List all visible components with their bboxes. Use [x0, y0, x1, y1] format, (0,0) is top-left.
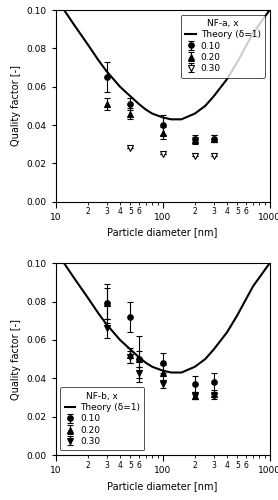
Theory (δ=1) — [96, 310, 100, 316]
Theory (δ=1) — [96, 57, 100, 63]
Theory (δ=1) — [118, 337, 122, 343]
X-axis label: Particle diameter [nm]: Particle diameter [nm] — [107, 480, 218, 490]
Theory (δ=1) — [169, 116, 173, 122]
Theory (δ=1) — [203, 103, 207, 109]
Theory (δ=1) — [73, 276, 76, 281]
Legend: Theory (δ=1), 0.10, 0.20, 0.30: Theory (δ=1), 0.10, 0.20, 0.30 — [181, 14, 265, 78]
Line: Theory (δ=1): Theory (δ=1) — [64, 263, 270, 372]
Legend: Theory (δ=1), 0.10, 0.20, 0.30: Theory (δ=1), 0.10, 0.20, 0.30 — [60, 388, 145, 450]
Theory (δ=1) — [236, 312, 239, 318]
Theory (δ=1) — [151, 110, 154, 116]
Theory (δ=1) — [86, 294, 90, 300]
Y-axis label: Quality factor [-]: Quality factor [-] — [11, 318, 21, 400]
Theory (δ=1) — [180, 116, 183, 122]
Theory (δ=1) — [73, 22, 76, 28]
Theory (δ=1) — [236, 59, 239, 65]
Y-axis label: Quality factor [-]: Quality factor [-] — [11, 66, 21, 146]
Theory (δ=1) — [225, 76, 229, 82]
Theory (δ=1) — [105, 68, 108, 74]
Theory (δ=1) — [105, 322, 108, 328]
Theory (δ=1) — [118, 84, 122, 89]
Theory (δ=1) — [180, 370, 183, 376]
Theory (δ=1) — [161, 368, 164, 374]
Theory (δ=1) — [251, 283, 255, 289]
Theory (δ=1) — [161, 114, 164, 120]
Theory (δ=1) — [62, 7, 66, 13]
Theory (δ=1) — [193, 110, 197, 116]
Theory (δ=1) — [62, 260, 66, 266]
X-axis label: Particle diameter [nm]: Particle diameter [nm] — [107, 228, 218, 237]
Theory (δ=1) — [212, 346, 215, 352]
Theory (δ=1) — [169, 370, 173, 376]
Theory (δ=1) — [86, 42, 90, 48]
Theory (δ=1) — [225, 329, 229, 335]
Theory (δ=1) — [151, 364, 154, 370]
Theory (δ=1) — [129, 94, 132, 100]
Theory (δ=1) — [144, 106, 148, 112]
Theory (δ=1) — [268, 260, 271, 266]
Theory (δ=1) — [212, 94, 215, 100]
Line: Theory (δ=1): Theory (δ=1) — [64, 10, 270, 120]
Theory (δ=1) — [129, 346, 132, 352]
Theory (δ=1) — [137, 101, 141, 107]
Theory (δ=1) — [144, 360, 148, 366]
Theory (δ=1) — [251, 30, 255, 36]
Theory (δ=1) — [203, 356, 207, 362]
Theory (δ=1) — [137, 354, 141, 360]
Theory (δ=1) — [193, 364, 197, 370]
Theory (δ=1) — [268, 7, 271, 13]
